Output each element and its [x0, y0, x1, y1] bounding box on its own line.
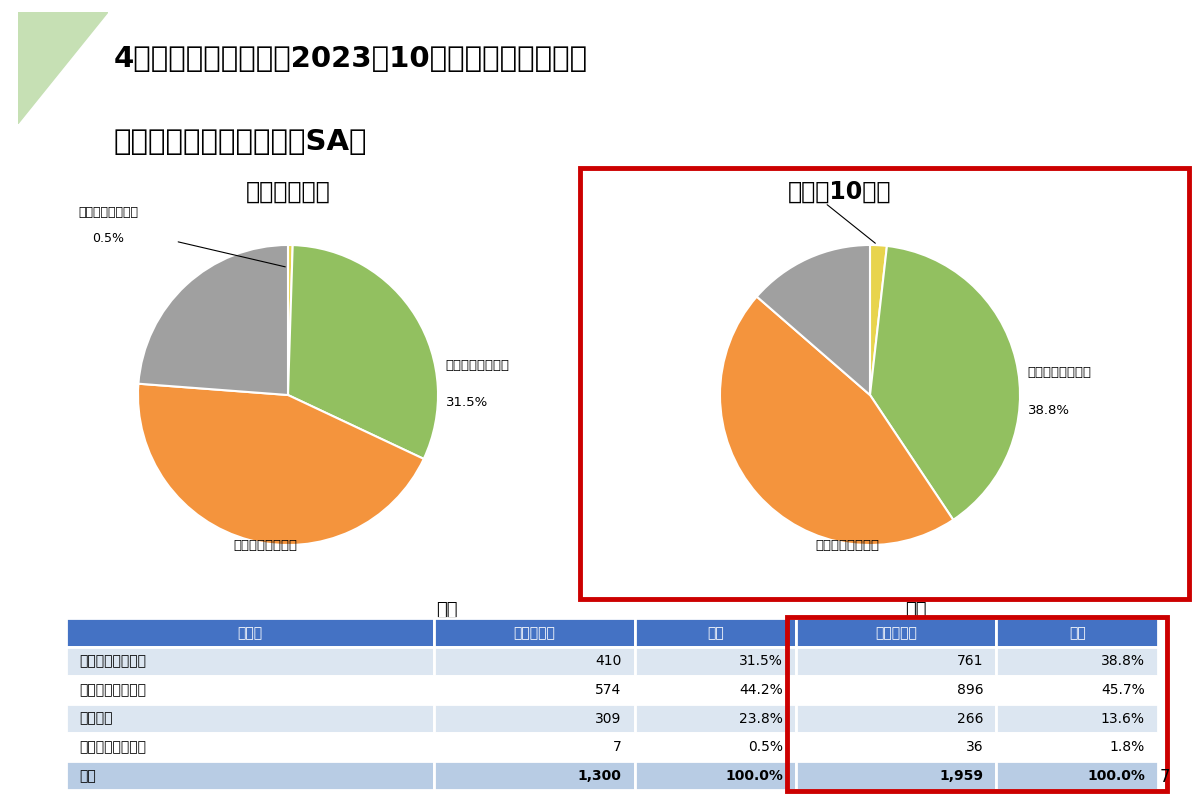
Text: 0.5%: 0.5% — [748, 740, 784, 754]
Text: 7: 7 — [1159, 768, 1170, 786]
Text: 13.6%: 13.6% — [1100, 712, 1145, 725]
Text: 有効回答数: 有効回答数 — [514, 626, 556, 640]
Text: 4．インボイス制度が2023年10月から導入されるこ: 4．インボイス制度が2023年10月から導入されるこ — [114, 45, 588, 73]
Text: 前回: 前回 — [436, 602, 457, 619]
Bar — [796, 618, 996, 647]
Bar — [635, 676, 796, 704]
Bar — [434, 761, 635, 790]
Bar — [996, 618, 1158, 647]
Bar — [996, 676, 1158, 704]
Bar — [434, 618, 635, 647]
Text: 761: 761 — [956, 654, 983, 669]
Text: 410: 410 — [595, 654, 622, 669]
Text: 合計: 合計 — [79, 768, 96, 783]
Text: 割合: 割合 — [1069, 626, 1086, 640]
Bar — [796, 761, 996, 790]
Bar — [796, 704, 996, 733]
Text: 前回（４月）: 前回（４月） — [246, 180, 330, 203]
Bar — [434, 733, 635, 761]
Text: 少しは知っている: 少しは知っている — [79, 683, 146, 697]
Text: 今回: 今回 — [905, 602, 926, 619]
Wedge shape — [870, 246, 1020, 519]
Text: 割合: 割合 — [707, 626, 724, 640]
Wedge shape — [757, 245, 870, 395]
Text: すでに登録をした: すでに登録をした — [79, 740, 146, 754]
Text: 574: 574 — [595, 683, 622, 697]
Bar — [434, 676, 635, 704]
Text: 44.2%: 44.2% — [739, 683, 784, 697]
Text: 45.7%: 45.7% — [1102, 683, 1145, 697]
Text: 選択肢: 選択肢 — [238, 626, 263, 640]
Wedge shape — [138, 384, 424, 545]
Text: 7: 7 — [613, 740, 622, 754]
Text: 知らない: 知らない — [79, 712, 113, 725]
Bar — [635, 618, 796, 647]
Bar — [434, 647, 635, 676]
Bar — [66, 676, 434, 704]
Wedge shape — [870, 245, 887, 395]
Bar — [66, 733, 434, 761]
Bar — [796, 647, 996, 676]
Bar — [434, 704, 635, 733]
Bar — [996, 647, 1158, 676]
Text: 100.0%: 100.0% — [725, 768, 784, 783]
Bar — [635, 761, 796, 790]
Text: 31.5%: 31.5% — [739, 654, 784, 669]
Text: 100.0%: 100.0% — [1087, 768, 1145, 783]
Text: 大体は知っている: 大体は知っている — [1027, 366, 1092, 379]
Text: 少しは知っている: 少しは知っている — [816, 539, 880, 551]
Text: 1,300: 1,300 — [577, 768, 622, 783]
Text: 大体は知っている: 大体は知っている — [79, 654, 146, 669]
Text: 309: 309 — [595, 712, 622, 725]
Bar — [66, 704, 434, 733]
Wedge shape — [288, 245, 293, 395]
Text: 896: 896 — [956, 683, 983, 697]
Bar — [66, 761, 434, 790]
Text: 38.8%: 38.8% — [1100, 654, 1145, 669]
Text: 0.5%: 0.5% — [92, 232, 124, 245]
Bar — [66, 618, 434, 647]
Bar — [796, 676, 996, 704]
Bar — [635, 704, 796, 733]
Bar — [996, 704, 1158, 733]
Text: すでに登録をした: すでに登録をした — [78, 206, 138, 219]
Polygon shape — [18, 12, 108, 124]
Text: 36: 36 — [966, 740, 983, 754]
Wedge shape — [288, 245, 438, 459]
Text: 38.8%: 38.8% — [1027, 404, 1069, 417]
Text: 23.8%: 23.8% — [739, 712, 784, 725]
Text: 少しは知っている: 少しは知っている — [234, 539, 298, 551]
Bar — [996, 761, 1158, 790]
Text: 1.8%: 1.8% — [1110, 740, 1145, 754]
Text: 266: 266 — [956, 712, 983, 725]
Text: とを知っていますか。（SA）: とを知っていますか。（SA） — [114, 128, 367, 156]
Text: 有効回答数: 有効回答数 — [875, 626, 917, 640]
Text: 31.5%: 31.5% — [445, 396, 487, 409]
Text: 今回（10月）: 今回（10月） — [788, 180, 892, 203]
Wedge shape — [138, 245, 288, 395]
Bar — [635, 733, 796, 761]
Bar — [796, 733, 996, 761]
Bar — [996, 733, 1158, 761]
Text: 大体は知っている: 大体は知っている — [445, 358, 510, 372]
Text: 1,959: 1,959 — [940, 768, 983, 783]
Bar — [66, 647, 434, 676]
Bar — [635, 647, 796, 676]
Wedge shape — [720, 297, 953, 545]
